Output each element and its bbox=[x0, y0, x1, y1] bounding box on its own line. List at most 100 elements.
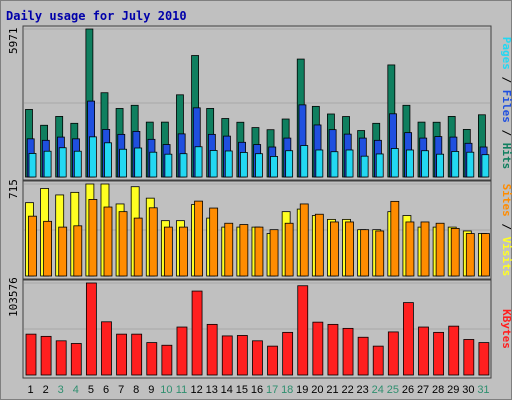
bar-pages-23 bbox=[360, 155, 369, 178]
bar-sites-21 bbox=[330, 221, 339, 277]
x-tick-label-19: 19 bbox=[296, 384, 308, 396]
x-tick-label-7: 7 bbox=[118, 384, 124, 396]
bar-pages-12 bbox=[194, 146, 203, 178]
bar-sites-12 bbox=[194, 200, 203, 277]
x-tick-label-24: 24 bbox=[372, 384, 384, 396]
legend-part-hits-3: / bbox=[500, 123, 512, 143]
bar-sites-14 bbox=[224, 222, 234, 277]
bar-kbytes-16 bbox=[252, 340, 263, 376]
legend-part-visits-0: Sites bbox=[500, 184, 512, 217]
bar-pages-31 bbox=[481, 154, 490, 178]
bar-pages-29 bbox=[451, 151, 460, 178]
bar-sites-26 bbox=[405, 221, 415, 277]
bar-pages-27 bbox=[421, 150, 429, 178]
bar-kbytes-21 bbox=[327, 323, 339, 376]
bar-kbytes-30 bbox=[463, 339, 475, 376]
x-tick-label-14: 14 bbox=[221, 384, 233, 396]
chart-title: Daily usage for July 2010 bbox=[6, 9, 187, 23]
bar-sites-7 bbox=[118, 211, 128, 277]
max-label-hits: 5971 bbox=[7, 28, 20, 55]
bar-kbytes-13 bbox=[206, 323, 218, 376]
bar-sites-1 bbox=[28, 215, 37, 277]
legend-kbytes: KBytes bbox=[500, 309, 512, 349]
bar-kbytes-2 bbox=[40, 335, 52, 376]
bar-kbytes-17 bbox=[267, 345, 278, 376]
x-tick-label-20: 20 bbox=[311, 384, 323, 396]
bar-pages-17 bbox=[270, 156, 278, 178]
x-tick-label-8: 8 bbox=[133, 384, 139, 396]
x-tick-label-12: 12 bbox=[190, 384, 202, 396]
bar-pages-15 bbox=[239, 152, 248, 178]
legend-hits: Pages / Files / Hits bbox=[500, 37, 512, 170]
bar-kbytes-12 bbox=[191, 290, 203, 376]
bar-sites-20 bbox=[314, 213, 324, 277]
bar-kbytes-31 bbox=[478, 342, 490, 376]
bar-kbytes-8 bbox=[131, 333, 143, 376]
panel-hits: 5971 Pages / Files / Hits bbox=[7, 25, 512, 181]
bar-pages-28 bbox=[436, 153, 445, 178]
bar-sites-2 bbox=[43, 220, 52, 277]
x-tick-label-23: 23 bbox=[357, 384, 369, 396]
panel-visits: 715 Sites / Visits bbox=[7, 179, 512, 280]
x-tick-label-16: 16 bbox=[251, 384, 263, 396]
bar-kbytes-3 bbox=[55, 340, 67, 376]
bar-kbytes-11 bbox=[176, 326, 188, 376]
bar-sites-23 bbox=[360, 229, 370, 277]
bar-kbytes-6 bbox=[101, 321, 112, 376]
bar-sites-16 bbox=[254, 226, 264, 277]
x-tick-label-18: 18 bbox=[281, 384, 293, 396]
bar-kbytes-22 bbox=[342, 327, 354, 376]
bar-kbytes-28 bbox=[433, 331, 445, 376]
legend-part-hits-1: / bbox=[500, 70, 512, 90]
legend-part-hits-2: Files bbox=[500, 90, 512, 123]
bar-kbytes-1 bbox=[25, 333, 37, 376]
panel-kbytes: 103576 KBytes bbox=[7, 277, 512, 379]
x-tick-label-22: 22 bbox=[341, 384, 353, 396]
bar-pages-6 bbox=[104, 142, 112, 178]
bar-sites-8 bbox=[133, 217, 143, 277]
max-label-visits: 715 bbox=[7, 179, 20, 199]
bar-pages-3 bbox=[58, 147, 67, 178]
bar-sites-24 bbox=[375, 230, 385, 277]
x-tick-label-17: 17 bbox=[266, 384, 278, 396]
bar-sites-18 bbox=[284, 222, 294, 277]
bar-kbytes-19 bbox=[297, 285, 309, 376]
bar-pages-30 bbox=[466, 151, 475, 178]
bar-pages-9 bbox=[149, 151, 158, 178]
bar-kbytes-29 bbox=[448, 325, 460, 376]
bar-pages-4 bbox=[73, 150, 82, 178]
bar-pages-21 bbox=[330, 151, 339, 178]
x-tick-label-27: 27 bbox=[417, 384, 429, 396]
bar-sites-19 bbox=[299, 203, 309, 277]
bar-sites-30 bbox=[465, 233, 475, 277]
x-tick-label-13: 13 bbox=[206, 384, 218, 396]
legend-part-visits-1: / bbox=[500, 217, 512, 237]
bar-pages-25 bbox=[390, 148, 399, 178]
x-tick-label-26: 26 bbox=[402, 384, 414, 396]
bar-pages-13 bbox=[209, 150, 218, 178]
x-tick-label-1: 1 bbox=[27, 384, 33, 396]
bar-pages-10 bbox=[164, 153, 173, 178]
x-tick-label-31: 31 bbox=[477, 384, 489, 396]
bar-sites-13 bbox=[209, 207, 219, 277]
bar-kbytes-26 bbox=[403, 302, 414, 376]
max-label-kbytes: 103576 bbox=[7, 277, 20, 317]
bar-sites-27 bbox=[420, 221, 430, 277]
bar-pages-14 bbox=[224, 150, 233, 178]
x-tick-label-10: 10 bbox=[160, 384, 172, 396]
bar-kbytes-15 bbox=[236, 335, 248, 376]
x-tick-label-9: 9 bbox=[148, 384, 154, 396]
bar-kbytes-18 bbox=[282, 331, 294, 376]
bar-kbytes-4 bbox=[70, 343, 82, 376]
legend-part-kbytes-0: KBytes bbox=[500, 309, 512, 349]
legend-part-hits-0: Pages bbox=[500, 37, 512, 70]
bar-pages-22 bbox=[345, 149, 354, 178]
bar-sites-4 bbox=[73, 225, 83, 277]
bar-kbytes-14 bbox=[221, 335, 233, 376]
bar-pages-16 bbox=[255, 153, 263, 178]
x-tick-label-30: 30 bbox=[462, 384, 474, 396]
bar-kbytes-24 bbox=[372, 345, 384, 376]
bar-pages-2 bbox=[43, 150, 52, 178]
bar-kbytes-5 bbox=[85, 282, 97, 376]
bar-sites-31 bbox=[481, 233, 490, 277]
